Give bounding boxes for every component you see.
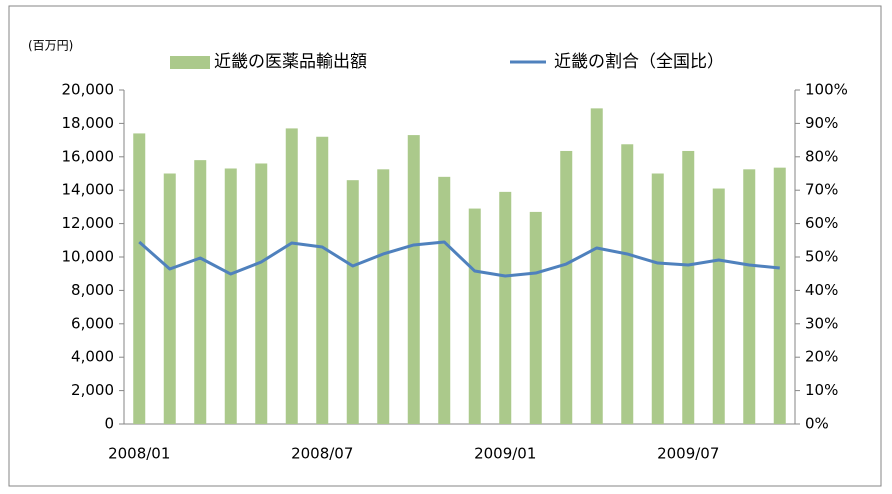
- bar: [377, 169, 390, 424]
- bar: [682, 150, 695, 424]
- y2-tick-label: 60%: [805, 214, 838, 232]
- bar: [163, 173, 176, 424]
- bar: [407, 135, 420, 424]
- y-tick-label: 20,000: [62, 81, 115, 99]
- x-tick-label: 2009/07: [657, 445, 719, 463]
- bar: [285, 128, 298, 424]
- y-tick-label: 2,000: [71, 381, 114, 399]
- legend-swatch: [170, 56, 210, 69]
- y-tick-label: 14,000: [62, 181, 115, 199]
- x-tick-label: 2009/01: [474, 445, 536, 463]
- y2-tick-label: 40%: [805, 281, 838, 299]
- bar: [621, 144, 634, 424]
- y-tick-label: 4,000: [71, 348, 114, 366]
- bar: [773, 167, 786, 424]
- y2-tick-label: 50%: [805, 248, 838, 266]
- y2-tick-label: 80%: [805, 147, 838, 165]
- y-tick-label: 6,000: [71, 314, 114, 332]
- bar: [133, 133, 146, 425]
- bar: [590, 108, 603, 425]
- bar: [194, 160, 207, 424]
- legend-label: 近畿の医薬品輸出額: [214, 52, 367, 72]
- bar: [712, 188, 725, 424]
- bar: [438, 176, 451, 424]
- y2-tick-label: 90%: [805, 114, 838, 132]
- bar: [316, 136, 329, 424]
- y2-tick-label: 10%: [805, 381, 838, 399]
- y-tick-label: 8,000: [71, 281, 114, 299]
- y-tick-label: 0: [104, 415, 114, 433]
- y2-tick-label: 100%: [805, 81, 848, 99]
- x-tick-label: 2008/01: [108, 445, 170, 463]
- y2-tick-label: 30%: [805, 314, 838, 332]
- y-tick-label: 12,000: [62, 214, 115, 232]
- y-tick-label: 16,000: [62, 147, 115, 165]
- bar: [346, 180, 359, 424]
- bar: [255, 163, 268, 425]
- y2-tick-label: 20%: [805, 348, 838, 366]
- bar: [224, 168, 237, 424]
- y-tick-label: 10,000: [62, 248, 115, 266]
- bar: [743, 169, 756, 424]
- bar: [651, 173, 664, 424]
- y-tick-label: 18,000: [62, 114, 115, 132]
- x-tick-label: 2008/07: [291, 445, 353, 463]
- legend-label: 近畿の割合（全国比）: [554, 52, 724, 72]
- line: [138, 240, 780, 278]
- unit-label: (百万円): [28, 39, 73, 53]
- bar: [560, 150, 573, 424]
- y2-tick-label: 70%: [805, 181, 838, 199]
- bar: [499, 191, 512, 424]
- y2-tick-label: 0%: [805, 415, 829, 433]
- bar: [468, 208, 481, 424]
- bar: [529, 211, 542, 424]
